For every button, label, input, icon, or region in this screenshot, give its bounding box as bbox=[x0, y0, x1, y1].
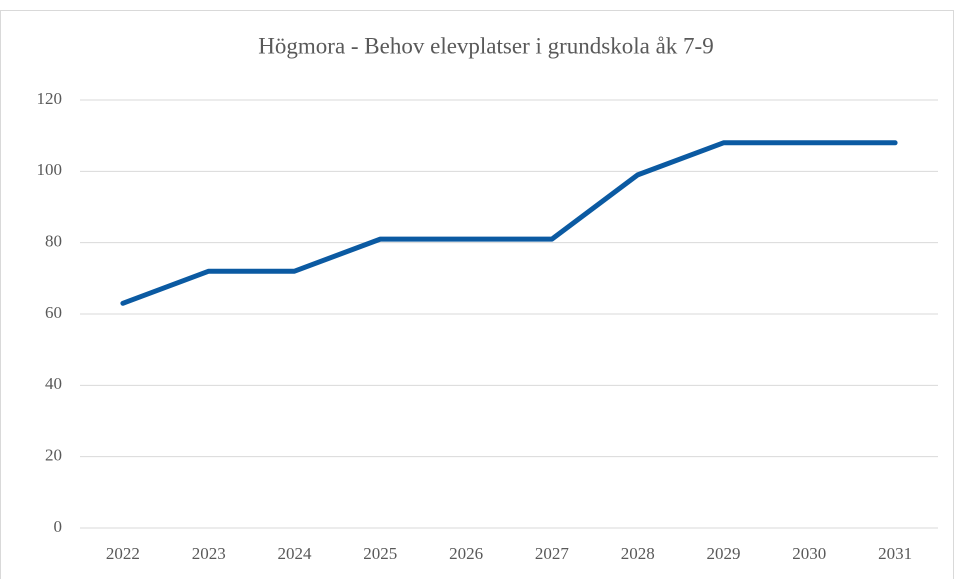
x-tick-label: 2029 bbox=[707, 544, 741, 563]
x-tick-label: 2024 bbox=[278, 544, 313, 563]
chart-frame bbox=[0, 10, 954, 579]
y-tick-label: 120 bbox=[37, 89, 63, 108]
x-tick-label: 2027 bbox=[535, 544, 570, 563]
x-tick-label: 2028 bbox=[621, 544, 655, 563]
x-tick-label: 2023 bbox=[192, 544, 226, 563]
x-tick-label: 2030 bbox=[792, 544, 826, 563]
x-tick-label: 2025 bbox=[363, 544, 397, 563]
x-tick-label: 2031 bbox=[878, 544, 912, 563]
y-tick-label: 0 bbox=[54, 517, 63, 536]
y-tick-label: 60 bbox=[45, 303, 62, 322]
y-tick-label: 100 bbox=[37, 160, 63, 179]
x-tick-label: 2026 bbox=[449, 544, 483, 563]
x-tick-label: 2022 bbox=[106, 544, 140, 563]
chart-title: Högmora - Behov elevplatser i grundskola… bbox=[258, 33, 713, 58]
data-line bbox=[120, 140, 898, 306]
y-tick-label: 20 bbox=[45, 446, 62, 465]
y-tick-label: 40 bbox=[45, 374, 62, 393]
y-tick-label: 80 bbox=[45, 232, 62, 251]
